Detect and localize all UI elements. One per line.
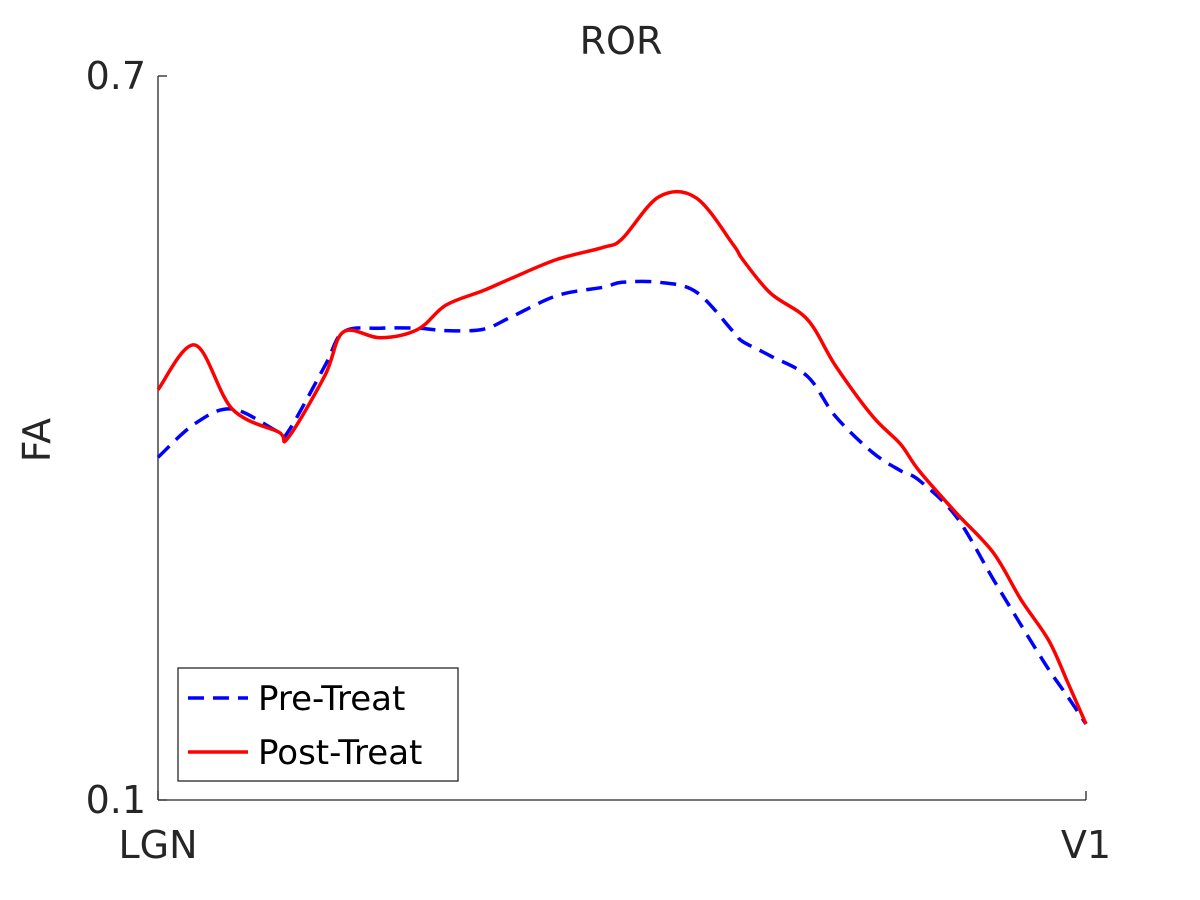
x-tick-label: V1 xyxy=(1061,823,1111,867)
legend-box xyxy=(177,667,459,782)
legend: Pre-Treat Post-Treat xyxy=(177,667,459,782)
series-line-post-treat xyxy=(156,189,1088,725)
y-tick-label: 0.1 xyxy=(86,778,146,822)
axis-ticks: 0.1 0.7 LGN V1 xyxy=(86,54,1112,867)
y-tick-label: 0.7 xyxy=(86,54,146,98)
axes xyxy=(157,76,1086,801)
legend-label: Post-Treat xyxy=(258,733,422,773)
chart-title: ROR xyxy=(580,19,663,63)
series-lines xyxy=(156,189,1088,725)
y-axis-label: FA xyxy=(15,418,59,462)
legend-label: Pre-Treat xyxy=(258,679,405,719)
x-tick-label: LGN xyxy=(118,823,197,867)
series-line-pre-treat xyxy=(156,279,1088,725)
